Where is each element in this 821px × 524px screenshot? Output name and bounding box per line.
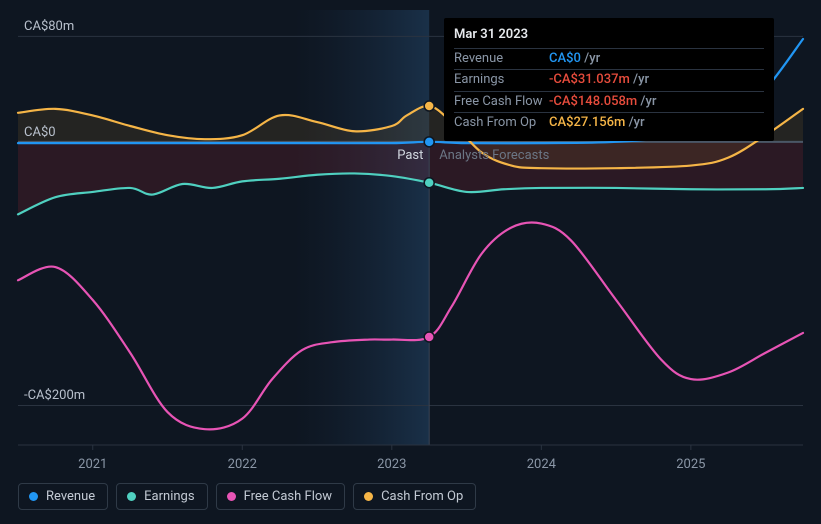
- tooltip-row-fcf: Free Cash Flow -CA$148.058m /yr: [454, 91, 764, 112]
- y-tick-label: CA$80m: [24, 19, 74, 34]
- legend-label: Free Cash Flow: [244, 489, 332, 504]
- legend-label: Revenue: [46, 489, 95, 504]
- tooltip-label: Revenue: [454, 49, 549, 70]
- tooltip-row-earnings: Earnings -CA$31.037m /yr: [454, 70, 764, 91]
- tooltip-label: Cash From Op: [454, 112, 549, 133]
- legend-item-revenue[interactable]: Revenue: [18, 483, 108, 510]
- x-tick-label: 2023: [377, 457, 406, 472]
- x-tick-label: 2022: [228, 457, 257, 472]
- legend-label: Earnings: [144, 489, 194, 504]
- forecast-region-label: Analysts Forecasts: [439, 148, 549, 163]
- earnings-forecast-chart: CA$80m CA$0 -CA$200m 2021 2022 2023 2024…: [0, 0, 821, 524]
- legend-item-earnings[interactable]: Earnings: [116, 483, 207, 510]
- hover-tooltip: Mar 31 2023 Revenue CA$0 /yr Earnings -C…: [444, 18, 774, 141]
- legend-item-cashop[interactable]: Cash From Op: [353, 483, 476, 510]
- tooltip-value: CA$27.156m /yr: [549, 112, 764, 133]
- tooltip-row-revenue: Revenue CA$0 /yr: [454, 49, 764, 70]
- tooltip-date: Mar 31 2023: [454, 24, 764, 48]
- x-tick-label: 2024: [527, 457, 556, 472]
- legend-swatch-icon: [364, 492, 373, 501]
- legend-label: Cash From Op: [381, 489, 463, 504]
- tooltip-label: Earnings: [454, 70, 549, 91]
- legend-item-fcf[interactable]: Free Cash Flow: [216, 483, 345, 510]
- tooltip-value: CA$0 /yr: [549, 49, 764, 70]
- x-tick-label: 2021: [78, 457, 107, 472]
- y-tick-label: -CA$200m: [24, 388, 85, 403]
- tooltip-label: Free Cash Flow: [454, 91, 549, 112]
- legend-swatch-icon: [127, 492, 136, 501]
- legend-swatch-icon: [29, 492, 38, 501]
- legend: Revenue Earnings Free Cash Flow Cash Fro…: [18, 483, 476, 510]
- y-tick-label: CA$0: [24, 125, 56, 140]
- x-tick-label: 2025: [676, 457, 705, 472]
- tooltip-row-cashop: Cash From Op CA$27.156m /yr: [454, 112, 764, 133]
- tooltip-table: Revenue CA$0 /yr Earnings -CA$31.037m /y…: [454, 48, 764, 133]
- legend-swatch-icon: [227, 492, 236, 501]
- past-region-label: Past: [397, 148, 423, 163]
- tooltip-value: -CA$31.037m /yr: [549, 70, 764, 91]
- tooltip-value: -CA$148.058m /yr: [549, 91, 764, 112]
